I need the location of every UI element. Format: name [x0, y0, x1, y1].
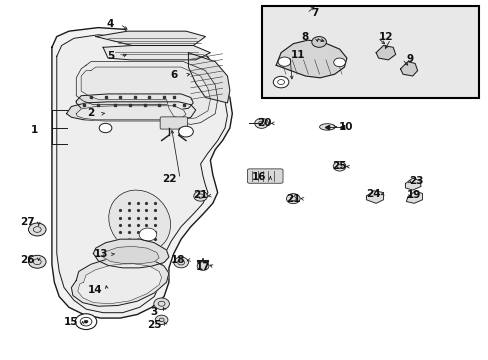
Polygon shape: [52, 28, 232, 318]
Polygon shape: [103, 246, 159, 264]
Text: 8: 8: [301, 32, 308, 42]
Text: 10: 10: [338, 122, 352, 132]
Polygon shape: [375, 45, 395, 60]
Bar: [261, 6, 478, 98]
Text: 1: 1: [31, 125, 39, 135]
Text: 27: 27: [20, 217, 35, 227]
Polygon shape: [76, 94, 193, 110]
Text: 21: 21: [286, 194, 301, 204]
Text: 14: 14: [88, 285, 102, 295]
Text: 20: 20: [256, 118, 271, 128]
Text: 6: 6: [170, 69, 178, 80]
Polygon shape: [76, 106, 185, 120]
Circle shape: [173, 257, 188, 268]
Text: 15: 15: [63, 318, 78, 327]
Text: 25: 25: [147, 320, 161, 329]
Text: 24: 24: [366, 189, 380, 199]
Circle shape: [84, 320, 88, 323]
Polygon shape: [78, 263, 161, 304]
Circle shape: [139, 228, 157, 241]
Polygon shape: [406, 191, 422, 203]
Polygon shape: [57, 35, 227, 313]
Text: 11: 11: [290, 50, 305, 60]
Text: 22: 22: [162, 174, 176, 184]
Ellipse shape: [108, 190, 170, 252]
Circle shape: [178, 126, 193, 137]
Circle shape: [99, 123, 112, 133]
Polygon shape: [405, 178, 420, 190]
Text: 12: 12: [378, 32, 392, 42]
Text: 25: 25: [331, 161, 346, 171]
Circle shape: [278, 57, 290, 66]
Circle shape: [197, 262, 208, 270]
Polygon shape: [276, 40, 346, 78]
Circle shape: [332, 162, 345, 171]
Circle shape: [154, 298, 169, 310]
Text: 7: 7: [311, 8, 318, 18]
Text: 13: 13: [93, 249, 108, 259]
Polygon shape: [103, 45, 210, 60]
Text: 18: 18: [171, 255, 185, 265]
Circle shape: [286, 194, 300, 204]
Circle shape: [28, 223, 46, 236]
Polygon shape: [66, 102, 195, 121]
Polygon shape: [76, 62, 217, 125]
Circle shape: [311, 37, 326, 47]
Text: 23: 23: [408, 176, 423, 186]
Text: 5: 5: [106, 51, 114, 61]
Text: 19: 19: [406, 190, 420, 201]
Circle shape: [75, 314, 97, 329]
Polygon shape: [188, 53, 229, 103]
Text: 3: 3: [150, 307, 158, 316]
Text: 26: 26: [20, 255, 35, 265]
Circle shape: [28, 255, 46, 268]
Text: 9: 9: [406, 54, 413, 64]
Polygon shape: [71, 257, 168, 306]
Text: 21: 21: [193, 190, 207, 201]
Text: 16: 16: [251, 172, 266, 182]
FancyBboxPatch shape: [160, 117, 187, 129]
Text: 4: 4: [106, 19, 114, 29]
Polygon shape: [93, 239, 168, 268]
Circle shape: [273, 76, 288, 88]
Circle shape: [254, 118, 268, 129]
Circle shape: [155, 315, 167, 324]
Polygon shape: [96, 31, 205, 45]
FancyBboxPatch shape: [247, 169, 283, 183]
Text: 17: 17: [195, 262, 210, 272]
Polygon shape: [366, 191, 383, 203]
Ellipse shape: [319, 124, 334, 130]
Circle shape: [333, 58, 345, 67]
Polygon shape: [400, 62, 417, 76]
Circle shape: [193, 191, 207, 201]
Polygon shape: [81, 67, 210, 119]
Text: 2: 2: [87, 108, 94, 118]
